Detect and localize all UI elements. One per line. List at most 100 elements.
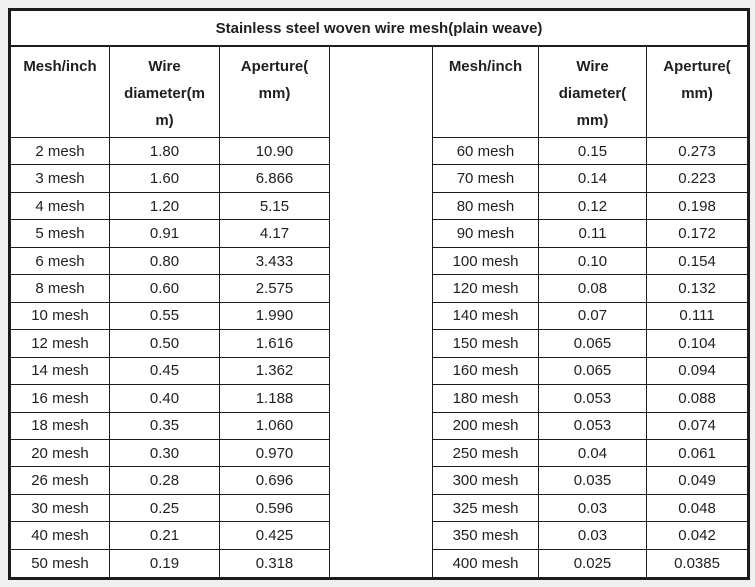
cell-mesh-count: 250 mesh — [432, 438, 539, 468]
cell-mesh-count: 10 mesh — [9, 301, 110, 331]
table-row: 30 mesh 0.25 0.596 325 mesh 0.03 0.048 — [9, 493, 750, 523]
cell-aperture: 0.048 — [645, 493, 750, 523]
cell-mesh-count: 100 mesh — [432, 246, 539, 276]
cell-mesh-count: 18 mesh — [9, 411, 110, 440]
title-row: Stainless steel woven wire mesh(plain we… — [8, 9, 750, 47]
cell-aperture: 0.132 — [645, 274, 750, 303]
cell-aperture: 0.696 — [219, 466, 330, 495]
table-row: 2 mesh 1.80 10.90 60 mesh 0.15 0.273 — [9, 136, 750, 166]
cell-aperture: 0.104 — [645, 329, 750, 358]
cell-wire-diameter: 0.035 — [538, 466, 647, 495]
cell-mesh-count: 80 mesh — [432, 191, 539, 221]
cell-wire-diameter: 0.04 — [538, 438, 647, 468]
cell-aperture: 4.17 — [219, 219, 330, 248]
cell-wire-diameter: 0.053 — [538, 411, 647, 440]
cell-mesh-count: 30 mesh — [9, 493, 110, 523]
cell-aperture: 1.990 — [219, 301, 330, 331]
cell-aperture: 3.433 — [219, 246, 330, 276]
cell-aperture: 0.049 — [645, 466, 750, 495]
cell-aperture: 0.088 — [645, 384, 750, 413]
cell-wire-diameter: 1.20 — [109, 191, 220, 221]
table-row: 4 mesh 1.20 5.15 80 mesh 0.12 0.198 — [9, 191, 750, 221]
cell-aperture: 0.111 — [645, 301, 750, 331]
cell-wire-diameter: 0.28 — [109, 466, 220, 495]
cell-mesh-count: 180 mesh — [432, 384, 539, 413]
cell-mesh-count: 70 mesh — [432, 164, 539, 193]
cell-wire-diameter: 0.065 — [538, 356, 647, 386]
cell-mesh-count: 90 mesh — [432, 219, 539, 248]
cell-aperture: 0.0385 — [645, 548, 750, 580]
cell-mesh-count: 12 mesh — [9, 329, 110, 358]
table-row: 26 mesh 0.28 0.696 300 mesh 0.035 0.049 — [9, 466, 750, 495]
cell-mesh-count: 40 mesh — [9, 521, 110, 550]
cell-wire-diameter: 0.03 — [538, 521, 647, 550]
cell-wire-diameter: 1.60 — [109, 164, 220, 193]
header-aperture-left: Aperture( mm) — [219, 45, 330, 138]
table-row: 12 mesh 0.50 1.616 150 mesh 0.065 0.104 — [9, 329, 750, 358]
spacer-column — [329, 45, 433, 579]
cell-wire-diameter: 0.14 — [538, 164, 647, 193]
header-wire-diameter-right: Wire diameter( mm) — [538, 45, 647, 138]
table-row: 50 mesh 0.19 0.318 400 mesh 0.025 0.0385 — [9, 548, 750, 580]
header-mesh-per-inch-left: Mesh/inch — [9, 45, 110, 138]
cell-aperture: 0.596 — [219, 493, 330, 523]
cell-wire-diameter: 0.03 — [538, 493, 647, 523]
table-row: 5 mesh 0.91 4.17 90 mesh 0.11 0.172 — [9, 219, 750, 248]
cell-wire-diameter: 0.10 — [538, 246, 647, 276]
cell-aperture: 0.172 — [645, 219, 750, 248]
cell-wire-diameter: 0.35 — [109, 411, 220, 440]
cell-mesh-count: 8 mesh — [9, 274, 110, 303]
cell-wire-diameter: 0.45 — [109, 356, 220, 386]
cell-mesh-count: 14 mesh — [9, 356, 110, 386]
cell-aperture: 2.575 — [219, 274, 330, 303]
cell-aperture: 0.154 — [645, 246, 750, 276]
cell-wire-diameter: 0.07 — [538, 301, 647, 331]
cell-wire-diameter: 0.12 — [538, 191, 647, 221]
cell-aperture: 0.273 — [645, 136, 750, 166]
cell-wire-diameter: 0.55 — [109, 301, 220, 331]
cell-aperture: 1.060 — [219, 411, 330, 440]
header-wire-diameter-left: Wire diameter(m m) — [109, 45, 220, 138]
cell-wire-diameter: 0.80 — [109, 246, 220, 276]
cell-aperture: 10.90 — [219, 136, 330, 166]
cell-mesh-count: 60 mesh — [432, 136, 539, 166]
cell-wire-diameter: 0.60 — [109, 274, 220, 303]
table-title: Stainless steel woven wire mesh(plain we… — [8, 9, 750, 47]
cell-aperture: 0.074 — [645, 411, 750, 440]
cell-aperture: 1.188 — [219, 384, 330, 413]
cell-wire-diameter: 0.30 — [109, 438, 220, 468]
cell-mesh-count: 350 mesh — [432, 521, 539, 550]
cell-wire-diameter: 0.50 — [109, 329, 220, 358]
header-aperture-right: Aperture( mm) — [645, 45, 750, 138]
cell-aperture: 0.198 — [645, 191, 750, 221]
wire-mesh-spec-table: Stainless steel woven wire mesh(plain we… — [8, 8, 751, 580]
cell-mesh-count: 26 mesh — [9, 466, 110, 495]
cell-mesh-count: 120 mesh — [432, 274, 539, 303]
table-row: 18 mesh 0.35 1.060 200 mesh 0.053 0.074 — [9, 411, 750, 440]
cell-aperture: 0.425 — [219, 521, 330, 550]
cell-mesh-count: 2 mesh — [9, 136, 110, 166]
cell-aperture: 1.362 — [219, 356, 330, 386]
cell-mesh-count: 140 mesh — [432, 301, 539, 331]
cell-aperture: 0.223 — [645, 164, 750, 193]
cell-mesh-count: 160 mesh — [432, 356, 539, 386]
cell-mesh-count: 16 mesh — [9, 384, 110, 413]
cell-aperture: 0.061 — [645, 438, 750, 468]
table-row: 3 mesh 1.60 6.866 70 mesh 0.14 0.223 — [9, 164, 750, 193]
cell-aperture: 1.616 — [219, 329, 330, 358]
cell-wire-diameter: 1.80 — [109, 136, 220, 166]
cell-mesh-count: 20 mesh — [9, 438, 110, 468]
cell-aperture: 0.094 — [645, 356, 750, 386]
table-row: 40 mesh 0.21 0.425 350 mesh 0.03 0.042 — [9, 521, 750, 550]
cell-wire-diameter: 0.91 — [109, 219, 220, 248]
cell-wire-diameter: 0.053 — [538, 384, 647, 413]
cell-wire-diameter: 0.21 — [109, 521, 220, 550]
cell-wire-diameter: 0.08 — [538, 274, 647, 303]
cell-wire-diameter: 0.025 — [538, 548, 647, 580]
cell-wire-diameter: 0.11 — [538, 219, 647, 248]
cell-wire-diameter: 0.19 — [109, 548, 220, 580]
header-mesh-per-inch-right: Mesh/inch — [432, 45, 539, 138]
cell-mesh-count: 5 mesh — [9, 219, 110, 248]
cell-wire-diameter: 0.15 — [538, 136, 647, 166]
